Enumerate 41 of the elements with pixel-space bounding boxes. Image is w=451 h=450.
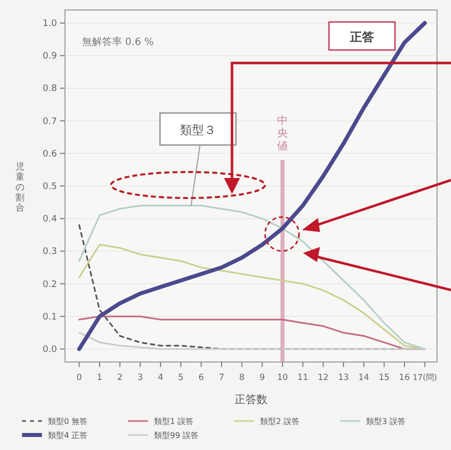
legend-label: 類型1 誤答	[154, 417, 194, 426]
x-tick-label: 15	[378, 373, 390, 383]
legend-label: 類型3 誤答	[366, 417, 406, 426]
x-tick-label: 10	[277, 373, 288, 383]
x-tick-label: 1	[96, 373, 102, 383]
y-tick-label: 0.2	[42, 280, 57, 290]
y-axis-title: 児童の割合	[16, 162, 24, 214]
x-tick-label: 7	[218, 373, 224, 383]
y-tick-label: 0.5	[42, 182, 57, 192]
x-tick-label: 12	[318, 373, 329, 383]
y-tick-label: 0.0	[42, 344, 58, 355]
y-tick-label: 0.8	[42, 84, 58, 94]
legend-label: 類型2 誤答	[260, 417, 300, 426]
y-tick-label: 1.0	[42, 19, 58, 30]
y-tick-label: 0.1	[42, 312, 57, 322]
x-tick-label: 11	[297, 373, 308, 383]
y-tick-label: 0.7	[42, 116, 57, 127]
annotation: 類型３	[180, 123, 216, 137]
legend-label: 類型4 正答	[48, 431, 88, 440]
x-tick-label: 2	[117, 373, 123, 383]
annotation: 無解答率 0.6 %	[82, 36, 154, 48]
y-tick-label: 0.6	[42, 149, 58, 160]
x-tick-label: 3	[138, 373, 143, 383]
y-tick-label: 0.9	[42, 52, 58, 62]
x-tick-label: 14	[358, 373, 370, 383]
x-tick-label: 0	[76, 373, 82, 383]
legend-label: 類型99 誤答	[154, 431, 199, 440]
x-tick-label: 6	[198, 373, 204, 383]
x-tick-label: 5	[178, 373, 184, 383]
x-tick-label: 13	[338, 373, 349, 383]
x-axis-title: 正答数	[234, 393, 268, 406]
x-tick-label: 8	[239, 373, 245, 383]
x-tick-label: 4	[158, 373, 164, 383]
x-tick-label: 9	[259, 373, 265, 383]
ref-line-label: 中央値	[277, 114, 288, 152]
y-tick-label: 0.4	[42, 214, 58, 225]
y-tick-label: 0.3	[42, 247, 57, 258]
x-tick-label: 17(問)	[412, 373, 438, 382]
x-tick-label: 16	[399, 373, 410, 383]
legend-label: 類型0 無答	[48, 417, 88, 426]
annotation: 正答	[349, 30, 375, 44]
